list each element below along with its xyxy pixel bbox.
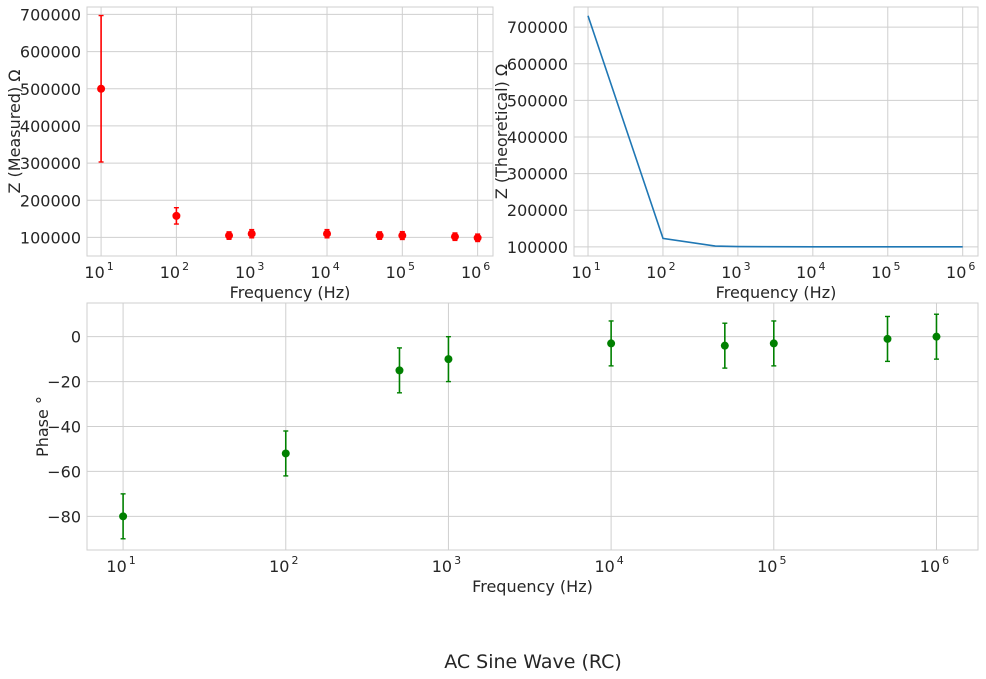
y-tick-label: 400000 [20, 117, 81, 136]
x-tick-label: 10 4 [594, 554, 623, 576]
y-tick-label: 600000 [20, 43, 81, 62]
y-tick-label: 100000 [20, 228, 81, 247]
y-tick-label: 300000 [507, 165, 568, 184]
data-point [247, 229, 256, 238]
y-tick-label: −60 [47, 462, 81, 481]
x-tick-label: 10 5 [386, 260, 415, 282]
plot-frame [573, 6, 979, 257]
plot-frame [86, 302, 979, 551]
x-tick-label: 10 5 [871, 260, 900, 282]
data-point [323, 229, 332, 238]
data-point [398, 231, 407, 240]
y-tick-label: 600000 [507, 55, 568, 74]
data-point [883, 334, 892, 343]
y-axis-label: Z (Theoretical) Ω [492, 64, 511, 199]
y-axis-label: Z (Measured) Ω [5, 70, 24, 194]
data-point [225, 231, 234, 240]
y-tick-label: −40 [47, 418, 81, 437]
y-axis-label: Phase ° [33, 396, 52, 457]
data-point [375, 231, 384, 240]
data-point [172, 211, 181, 220]
y-tick-label: 400000 [507, 128, 568, 147]
series-line [587, 15, 963, 248]
y-tick-label: 300000 [20, 154, 81, 173]
data-point [450, 232, 459, 241]
x-tick-label: 10 1 [571, 260, 600, 282]
x-tick-label: 10 4 [796, 260, 825, 282]
data-point [607, 339, 616, 348]
x-tick-label: 10 1 [84, 260, 113, 282]
x-tick-label: 10 2 [160, 260, 189, 282]
x-tick-label: 10 6 [920, 554, 949, 576]
x-tick-label: 10 5 [757, 554, 786, 576]
x-axis-label: Frequency (Hz) [716, 283, 837, 302]
y-tick-label: 0 [71, 328, 81, 347]
data-point [932, 332, 941, 341]
data-point [97, 84, 106, 93]
x-tick-label: 10 3 [235, 260, 264, 282]
phase-chart: 10 1 10 2 10 3 10 4 10 5 10 6 −80 −60 −40 −20 0 Frequency… [33, 302, 979, 596]
plot-frame [86, 6, 494, 257]
y-tick-label: −80 [47, 507, 81, 526]
data-point [444, 355, 453, 364]
y-tick-label: 100000 [507, 238, 568, 257]
data-point [119, 512, 128, 521]
x-axis-label: Frequency (Hz) [472, 577, 593, 596]
y-tick-label: 500000 [20, 80, 81, 99]
figure-title: AC Sine Wave (RC) [444, 651, 622, 673]
x-tick-label: 10 3 [721, 260, 750, 282]
x-tick-label: 10 4 [310, 260, 339, 282]
theoretical-impedance-chart: 10 1 10 2 10 3 10 4 10 5 10 6 100000 200000 300000 4000… [492, 6, 979, 302]
x-axis-label: Frequency (Hz) [230, 283, 351, 302]
x-tick-label: 10 2 [646, 260, 675, 282]
data-point [720, 341, 729, 350]
data-point [281, 449, 290, 458]
y-tick-label: −20 [47, 373, 81, 392]
y-tick-label: 500000 [507, 91, 568, 110]
y-tick-label: 200000 [507, 201, 568, 220]
data-point [769, 339, 778, 348]
x-tick-label: 10 6 [461, 260, 490, 282]
data-point [395, 366, 404, 375]
x-tick-label: 10 3 [432, 554, 461, 576]
measured-impedance-chart: 10 1 10 2 10 3 10 4 10 5 10 6 100000 200000 300000 4000… [5, 5, 494, 302]
y-tick-label: 700000 [507, 18, 568, 37]
x-tick-label: 10 1 [106, 554, 135, 576]
x-tick-label: 10 2 [269, 554, 298, 576]
x-tick-label: 10 6 [946, 260, 975, 282]
data-point [473, 233, 482, 242]
y-tick-label: 700000 [20, 5, 81, 24]
y-tick-label: 200000 [20, 191, 81, 210]
